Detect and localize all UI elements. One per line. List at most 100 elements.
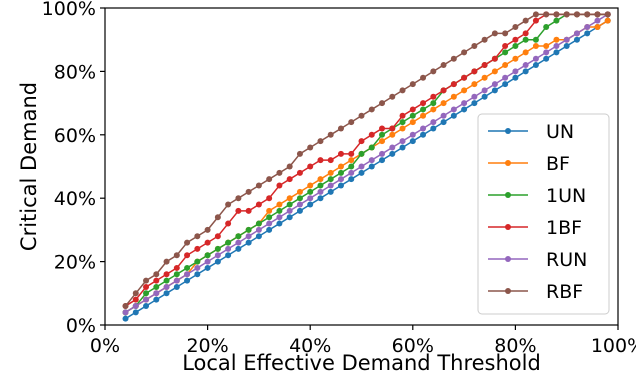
data-point bbox=[348, 163, 355, 170]
data-point bbox=[214, 252, 221, 259]
data-point bbox=[563, 43, 570, 50]
data-point bbox=[286, 176, 293, 183]
data-point bbox=[153, 271, 160, 278]
data-point bbox=[235, 207, 242, 214]
data-point bbox=[132, 309, 139, 316]
data-point bbox=[163, 277, 170, 284]
data-point bbox=[276, 201, 283, 208]
legend-marker bbox=[505, 192, 511, 198]
data-point bbox=[389, 93, 396, 100]
data-point bbox=[409, 81, 416, 88]
data-point bbox=[327, 188, 334, 195]
x-tick-label: 80% bbox=[494, 335, 536, 357]
y-axis-label: Critical Demand bbox=[17, 82, 41, 251]
data-point bbox=[471, 93, 478, 100]
data-point bbox=[379, 131, 386, 138]
data-point bbox=[368, 106, 375, 113]
data-point bbox=[399, 119, 406, 126]
data-point bbox=[348, 169, 355, 176]
data-point bbox=[184, 264, 191, 271]
data-point bbox=[235, 239, 242, 246]
data-point bbox=[132, 296, 139, 303]
data-point bbox=[553, 11, 560, 18]
data-point bbox=[266, 195, 273, 202]
data-point bbox=[594, 17, 601, 24]
x-axis-label: Local Effective Demand Threshold bbox=[182, 351, 541, 375]
data-point bbox=[255, 182, 262, 189]
data-point bbox=[594, 11, 601, 18]
data-point bbox=[471, 81, 478, 88]
data-point bbox=[296, 169, 303, 176]
data-point bbox=[543, 49, 550, 56]
data-point bbox=[440, 112, 447, 119]
legend-label: UN bbox=[546, 121, 574, 143]
data-point bbox=[122, 302, 129, 309]
data-point bbox=[553, 49, 560, 56]
data-point bbox=[307, 188, 314, 195]
data-point bbox=[440, 119, 447, 126]
data-point bbox=[553, 43, 560, 50]
series-rbf bbox=[122, 11, 611, 309]
data-point bbox=[461, 100, 468, 107]
data-point bbox=[399, 125, 406, 132]
data-point bbox=[399, 87, 406, 94]
data-point bbox=[379, 150, 386, 157]
data-point bbox=[461, 74, 468, 81]
x-tick-label: 20% bbox=[186, 335, 228, 357]
data-point bbox=[368, 163, 375, 170]
data-point bbox=[225, 252, 232, 259]
data-point bbox=[184, 239, 191, 246]
data-point bbox=[255, 201, 262, 208]
data-point bbox=[368, 144, 375, 151]
data-point bbox=[409, 119, 416, 126]
data-point bbox=[512, 36, 519, 43]
data-point bbox=[225, 201, 232, 208]
data-point bbox=[337, 163, 344, 170]
data-point bbox=[512, 24, 519, 31]
data-point bbox=[420, 100, 427, 107]
data-point bbox=[491, 81, 498, 88]
data-point bbox=[194, 245, 201, 252]
legend-marker bbox=[505, 288, 511, 294]
data-point bbox=[337, 176, 344, 183]
legend-label: 1BF bbox=[546, 217, 582, 239]
data-point bbox=[389, 125, 396, 132]
data-point bbox=[604, 11, 611, 18]
data-point bbox=[153, 277, 160, 284]
legend-label: RBF bbox=[546, 281, 583, 303]
data-point bbox=[337, 125, 344, 132]
data-point bbox=[450, 112, 457, 119]
data-point bbox=[502, 30, 509, 37]
data-point bbox=[491, 68, 498, 75]
data-point bbox=[532, 55, 539, 62]
data-point bbox=[399, 138, 406, 145]
data-point bbox=[317, 138, 324, 145]
legend-item-1un: 1UN bbox=[488, 185, 586, 207]
data-point bbox=[173, 264, 180, 271]
data-point bbox=[532, 36, 539, 43]
data-point bbox=[522, 49, 529, 56]
data-point bbox=[584, 30, 591, 37]
data-point bbox=[409, 131, 416, 138]
data-point bbox=[471, 43, 478, 50]
data-point bbox=[153, 296, 160, 303]
data-point bbox=[543, 11, 550, 18]
data-point bbox=[286, 201, 293, 208]
data-point bbox=[604, 17, 611, 24]
data-point bbox=[532, 62, 539, 69]
data-point bbox=[266, 207, 273, 214]
x-axis: 0% 20% 40% 60% 80% 100% bbox=[90, 325, 636, 357]
data-point bbox=[194, 233, 201, 240]
data-point bbox=[379, 100, 386, 107]
data-point bbox=[276, 214, 283, 221]
legend-item-un: UN bbox=[488, 121, 574, 143]
data-point bbox=[450, 55, 457, 62]
data-point bbox=[163, 283, 170, 290]
data-point bbox=[358, 150, 365, 157]
data-point bbox=[204, 264, 211, 271]
plot-area bbox=[122, 11, 611, 322]
data-point bbox=[379, 125, 386, 132]
data-point bbox=[255, 226, 262, 233]
data-point bbox=[573, 11, 580, 18]
